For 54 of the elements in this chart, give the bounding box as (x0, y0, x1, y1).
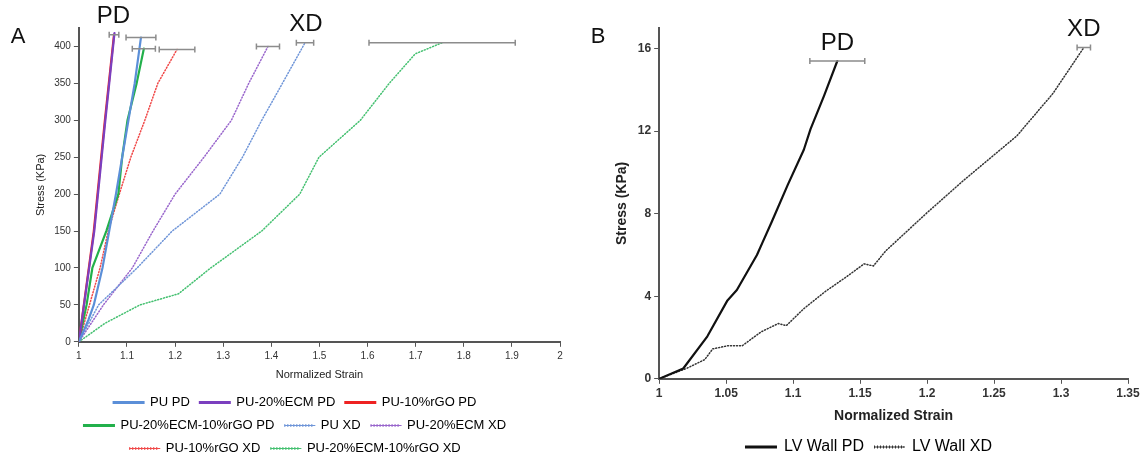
legend-label: PU PD (150, 394, 190, 410)
legend-label: PU-10%rGO XD (165, 440, 261, 456)
legend-label: PU-20%ECM PD (236, 394, 336, 410)
y-tick-label: 0 (65, 335, 72, 347)
y-axis-title: Stress (KPa) (613, 161, 630, 246)
y-tick-label: 250 (54, 150, 72, 162)
annotation: XD (289, 9, 323, 37)
x-tick-label: 1.15 (848, 386, 873, 401)
x-tick-label: 2 (557, 349, 564, 361)
x-tick-label: 1.5 (312, 349, 327, 361)
line-series (78, 42, 443, 342)
annotation: XD (1067, 14, 1101, 42)
x-tick-label: 1.25 (982, 386, 1007, 401)
y-tick-label: 300 (54, 114, 72, 126)
legend-label: PU-20%ECM XD (407, 417, 507, 433)
y-axis-title: Stress (KPa) (33, 153, 46, 217)
y-tick-label: 400 (54, 40, 72, 52)
x-tick-label: 1.35 (1116, 386, 1140, 401)
x-tick-label: 1.7 (408, 349, 424, 361)
x-tick-label: 1.3 (1052, 386, 1070, 401)
y-tick-label: 12 (637, 123, 652, 138)
legend-label: LV Wall XD (912, 437, 993, 455)
y-tick-label: 50 (59, 298, 72, 310)
x-tick-label: 1.3 (216, 349, 231, 361)
legend-label: PU-20%ECM-10%rGO PD (120, 417, 275, 433)
x-tick-label: 1 (76, 349, 83, 361)
x-tick-label: 1.1 (784, 386, 802, 401)
x-tick-label: 1.05 (714, 386, 739, 401)
y-tick-label: 200 (54, 187, 72, 199)
x-tick-label: 1.4 (264, 349, 279, 361)
y-tick-label: 0 (644, 371, 652, 386)
y-tick-label: 150 (54, 224, 72, 236)
x-tick-label: 1.1 (120, 349, 135, 361)
x-axis-title: Normalized Strain (834, 407, 954, 424)
annotation: PD (96, 1, 131, 29)
text: B (590, 23, 606, 49)
x-tick-label: 1.2 (918, 386, 936, 401)
y-tick-label: 350 (54, 77, 72, 89)
y-tick-label: 4 (644, 288, 652, 303)
x-tick-label: 1.2 (168, 349, 183, 361)
legend-label: PU XD (320, 417, 361, 433)
x-tick-label: 1.6 (360, 349, 375, 361)
x-tick-label: 1 (655, 386, 663, 401)
x-axis-title: Normalized Strain (275, 368, 364, 381)
x-tick-label: 1.8 (456, 349, 472, 361)
text: A (10, 23, 26, 49)
legend-label: LV Wall PD (783, 437, 864, 455)
legend-label: PU-20%ECM-10%rGO XD (306, 440, 461, 456)
legend-label: PU-10%rGO PD (381, 394, 477, 410)
y-tick-label: 8 (644, 206, 652, 221)
y-tick-label: 16 (637, 40, 652, 55)
x-tick-label: 1.9 (504, 349, 520, 361)
annotation: PD (820, 27, 854, 55)
y-tick-label: 100 (54, 261, 72, 273)
